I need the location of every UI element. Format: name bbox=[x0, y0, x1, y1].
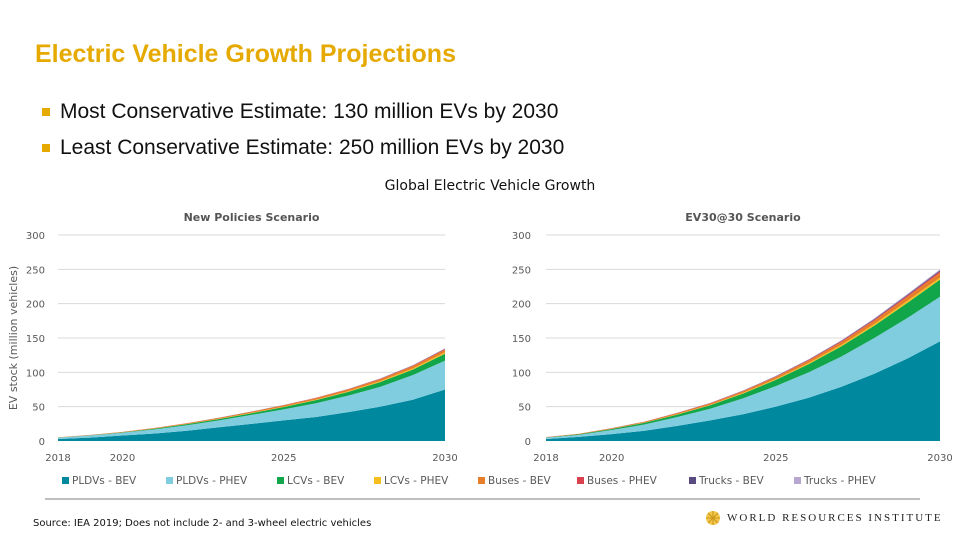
legend-swatch bbox=[166, 477, 173, 484]
bullet-square-icon bbox=[42, 108, 50, 116]
legend-label: Trucks - PHEV bbox=[803, 475, 876, 487]
bullet-text: Least Conservative Estimate: 250 million… bbox=[60, 136, 565, 159]
area-pldvs-bev bbox=[546, 341, 940, 441]
legend-label: Trucks - BEV bbox=[698, 475, 764, 487]
legend-label: PLDVs - BEV bbox=[72, 475, 137, 487]
legend-label: LCVs - PHEV bbox=[384, 475, 449, 487]
figure-title: Global Electric Vehicle Growth bbox=[384, 178, 596, 194]
y-tick-label: 100 bbox=[512, 368, 531, 379]
legend-label: PLDVs - PHEV bbox=[176, 475, 248, 487]
bullet-text: Most Conservative Estimate: 130 million … bbox=[60, 100, 559, 123]
x-tick-label: 2020 bbox=[599, 453, 624, 464]
y-tick-label: 300 bbox=[512, 231, 531, 242]
x-tick-label: 2030 bbox=[432, 453, 457, 464]
source-note: Source: IEA 2019; Does not include 2- an… bbox=[33, 518, 372, 529]
bullet-square-icon bbox=[42, 144, 50, 152]
bullet-item: Least Conservative Estimate: 250 million… bbox=[42, 130, 564, 166]
y-tick-label: 100 bbox=[26, 368, 45, 379]
bullet-list: Most Conservative Estimate: 130 million … bbox=[42, 94, 564, 166]
legend-label: Buses - BEV bbox=[488, 475, 552, 487]
area-pldvs-phev bbox=[58, 360, 445, 439]
legend-swatch bbox=[478, 477, 485, 484]
legend-swatch bbox=[577, 477, 584, 484]
y-tick-label: 0 bbox=[39, 437, 45, 448]
y-tick-label: 150 bbox=[512, 334, 531, 345]
wri-globe-icon bbox=[706, 511, 720, 525]
legend-swatch bbox=[374, 477, 381, 484]
y-tick-label: 200 bbox=[512, 300, 531, 311]
area-pldvs-bev bbox=[58, 389, 445, 441]
x-tick-label: 2018 bbox=[533, 453, 558, 464]
y-tick-label: 50 bbox=[518, 403, 531, 414]
wri-logo: WORLD RESOURCES INSTITUTE bbox=[705, 510, 943, 526]
legend-swatch bbox=[62, 477, 69, 484]
x-tick-label: 2030 bbox=[927, 453, 952, 464]
legend-swatch bbox=[794, 477, 801, 484]
legend-swatch bbox=[277, 477, 284, 484]
slide-title: Electric Vehicle Growth Projections bbox=[35, 40, 456, 68]
x-tick-label: 2025 bbox=[763, 453, 788, 464]
x-tick-label: 2020 bbox=[110, 453, 135, 464]
bullet-item: Most Conservative Estimate: 130 million … bbox=[42, 94, 564, 130]
legend-label: Buses - PHEV bbox=[587, 475, 658, 487]
y-axis-label: EV stock (million vehicles) bbox=[7, 266, 20, 410]
area-pldvs-phev bbox=[546, 296, 940, 439]
chart-title: EV30@30 Scenario bbox=[685, 211, 801, 224]
legend-label: LCVs - BEV bbox=[287, 475, 345, 487]
y-tick-label: 50 bbox=[32, 403, 45, 414]
x-tick-label: 2018 bbox=[45, 453, 70, 464]
logo-text: WORLD RESOURCES INSTITUTE bbox=[727, 512, 943, 524]
y-tick-label: 150 bbox=[26, 334, 45, 345]
y-tick-label: 250 bbox=[512, 265, 531, 276]
y-tick-label: 250 bbox=[26, 265, 45, 276]
y-tick-label: 0 bbox=[525, 437, 531, 448]
legend-swatch bbox=[689, 477, 696, 484]
chart-title: New Policies Scenario bbox=[184, 211, 320, 224]
x-tick-label: 2025 bbox=[271, 453, 296, 464]
y-tick-label: 300 bbox=[26, 231, 45, 242]
y-tick-label: 200 bbox=[26, 300, 45, 311]
